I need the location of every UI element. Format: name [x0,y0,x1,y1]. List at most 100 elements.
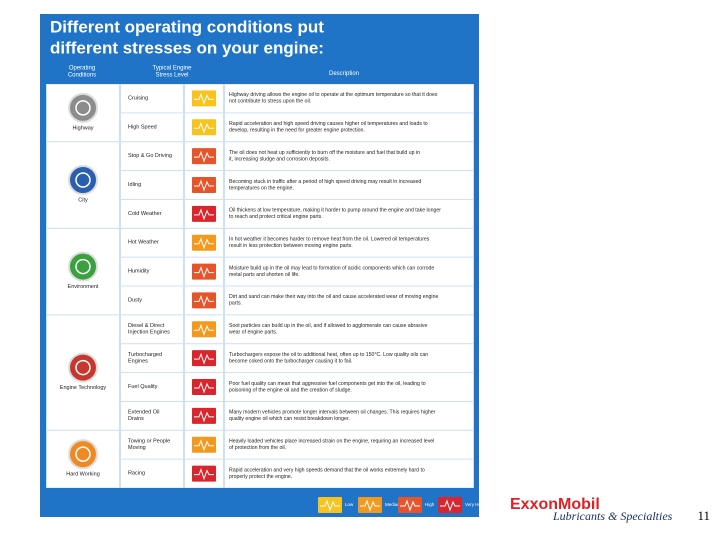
column-header: Description [329,71,359,77]
stress-icon-bg [192,350,216,367]
condition: Towing or People Moving [128,439,170,452]
stress-icon [398,497,422,513]
column-header: Operating Conditions [68,65,96,78]
condition: Extended Oil Drains [128,410,160,423]
stress-wave [400,499,420,512]
stress-icon [192,205,216,222]
stress-icon [192,465,216,482]
row-cell [121,228,183,257]
stress-icon [192,436,216,453]
row-cell [121,315,183,344]
title: Different operating conditions put [50,17,324,36]
row-cell [121,373,183,401]
stress-icon [192,177,216,193]
row-cell [225,286,473,315]
stress-icon [192,321,216,338]
row-cell [225,401,473,430]
stress-icon-bg [438,497,462,513]
group-icon [68,352,98,383]
row-cell [225,199,473,228]
stress-icon [192,263,216,280]
row-cell [121,142,183,171]
row-cell [225,171,473,199]
row-cell [121,171,183,199]
condition: Hot Weather [128,240,159,246]
row-cell [225,84,473,113]
row-cell [225,113,473,142]
stress-wave [194,266,214,279]
legend-label: High [425,502,435,507]
description: Many modern vehicles promote longer inte… [229,410,436,423]
description: Moisture build up in the oil may lead to… [229,266,434,279]
stress-icon [358,497,382,513]
stress-wave [440,499,460,512]
legend-label: Very High [465,502,485,507]
stress-icon-bg [192,234,216,251]
stress-icon [318,497,342,513]
group-icon-inner [75,258,91,275]
row-cell [225,228,473,257]
row-cell [121,286,183,315]
stress-wave [194,179,214,192]
row-cell [121,344,183,373]
stress-icon [192,234,216,251]
group-icon-inner [75,172,91,188]
title: different stresses on your engine: [50,38,324,57]
row-cell [225,142,473,171]
description: Oil thickens at low temperature, making … [229,208,441,221]
condition: Cold Weather [128,211,162,217]
group-label: Highway [72,125,93,131]
description: Rapid acceleration and very high speeds … [229,468,425,481]
legend-label: Low [345,502,354,507]
stress-icon-bg [192,205,216,222]
stress-icon-bg [192,90,216,107]
stress-wave [194,323,214,336]
stress-icon-bg [358,497,382,513]
row-cell [225,257,473,286]
stress-icon-bg [192,292,216,309]
group-label: Hard Working [66,472,100,478]
description: Poor fuel quality can mean that aggressi… [229,381,426,394]
stress-icon [192,119,216,136]
stress-wave [194,150,214,163]
stress-icon-bg [192,407,216,424]
row-cell [121,113,183,142]
brand-subtitle: Lubricants & Specialties [552,509,673,523]
condition: Cruising [128,96,148,102]
stress-wave [194,439,214,452]
row-cell [121,257,183,286]
description: Heavily loaded vehicles place increased … [229,439,434,452]
stress-icon-bg [318,497,342,513]
stress-icon [192,90,216,107]
row-cell [121,199,183,228]
description: The oil does not heat up sufficiently to… [229,150,420,163]
row-cell [225,459,473,488]
group-icon-inner [75,446,91,462]
stress-icon [438,497,462,513]
stress-wave [194,237,214,250]
row-cell [121,459,183,488]
description: Turbochargers expose the oil to addition… [229,352,428,365]
description: Dirt and sand can make their way into th… [229,295,438,308]
row-cell [225,344,473,373]
stress-icon [192,350,216,367]
condition: Turbocharged Engines [128,352,162,365]
stress-wave [194,121,214,134]
description: Becoming stuck in traffic after a period… [229,179,421,192]
group-label: Engine Technology [60,385,107,391]
stress-icon-bg [192,263,216,280]
stress-wave [194,381,214,394]
condition: Humidity [128,269,150,275]
brand: ExxonMobil [510,496,600,513]
stress-icon-bg [192,177,216,193]
stress-icon-bg [192,321,216,338]
stress-wave [194,294,214,307]
row-cell [121,401,183,430]
group-icon [68,165,98,195]
stress-icon [192,379,216,395]
condition: Dusty [128,298,142,304]
group-label: City [78,197,88,203]
stress-icon [192,407,216,424]
stress-icon-bg [192,148,216,165]
